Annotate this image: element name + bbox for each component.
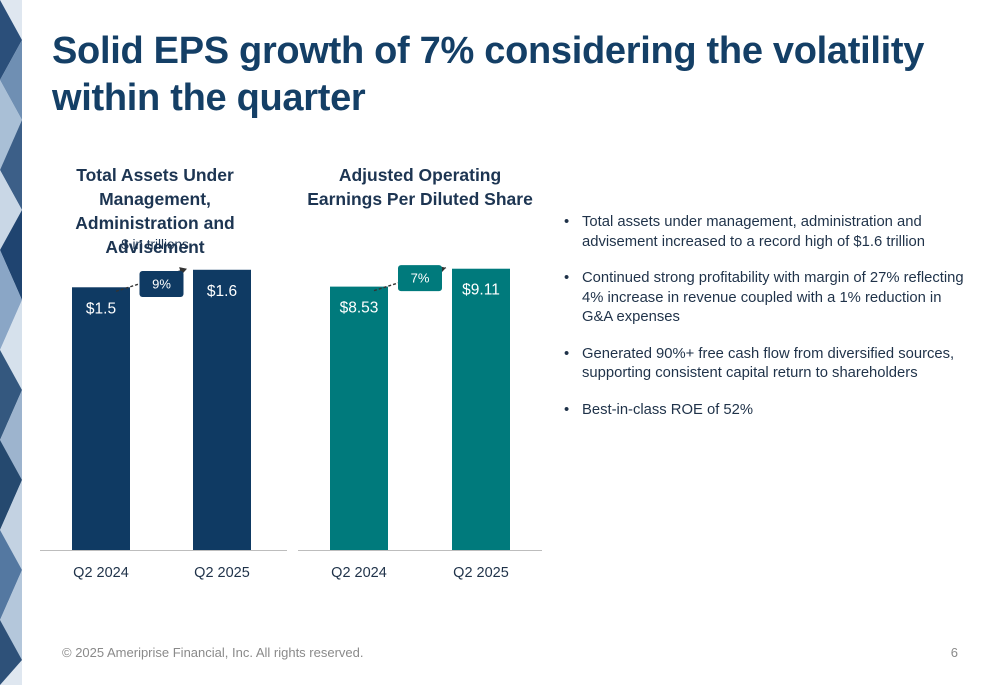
key-points-list: Total assets under management, administr… (562, 213, 972, 437)
bullet-item: Best-in-class ROE of 52% (562, 401, 972, 421)
chart2-data-label: $9.11 (462, 282, 500, 299)
copyright-footer: © 2025 Ameriprise Financial, Inc. All ri… (62, 645, 364, 660)
decorative-triangle-strip (0, 0, 22, 685)
chart2-bar (452, 268, 510, 550)
chart1-growth-label: 9% (152, 277, 171, 292)
chart2-tick-label: Q2 2025 (453, 565, 509, 581)
chart2-bar (330, 286, 388, 550)
page-number: 6 (950, 645, 958, 660)
bullet-item: Continued strong profitability with marg… (562, 269, 972, 328)
chart2-tick-label: Q2 2024 (331, 565, 387, 581)
chart2-data-label: $8.53 (340, 300, 379, 317)
chart2-growth-label: 7% (411, 271, 430, 286)
chart1-bar (193, 269, 251, 550)
chart1-title: Total Assets Under Management, Administr… (75, 165, 235, 257)
chart2-growth-badge (398, 265, 442, 292)
chart1-data-label: $1.5 (86, 300, 116, 317)
bullet-item: Generated 90%+ free cash flow from diver… (562, 345, 972, 384)
chart1-bar (72, 287, 130, 550)
bullet-item: Total assets under management, administr… (562, 213, 972, 252)
slide-title: Solid EPS growth of 7% considering the v… (52, 30, 925, 119)
chart1-tick-label: Q2 2024 (73, 565, 129, 581)
chart1-growth-badge (139, 271, 184, 298)
chart2-title: Adjusted Operating Earnings Per Diluted … (307, 165, 533, 209)
chart1-data-label: $1.6 (207, 283, 237, 300)
chart1-tick-label: Q2 2025 (194, 565, 250, 581)
chart1-subtitle: $ in trillions (121, 237, 189, 252)
